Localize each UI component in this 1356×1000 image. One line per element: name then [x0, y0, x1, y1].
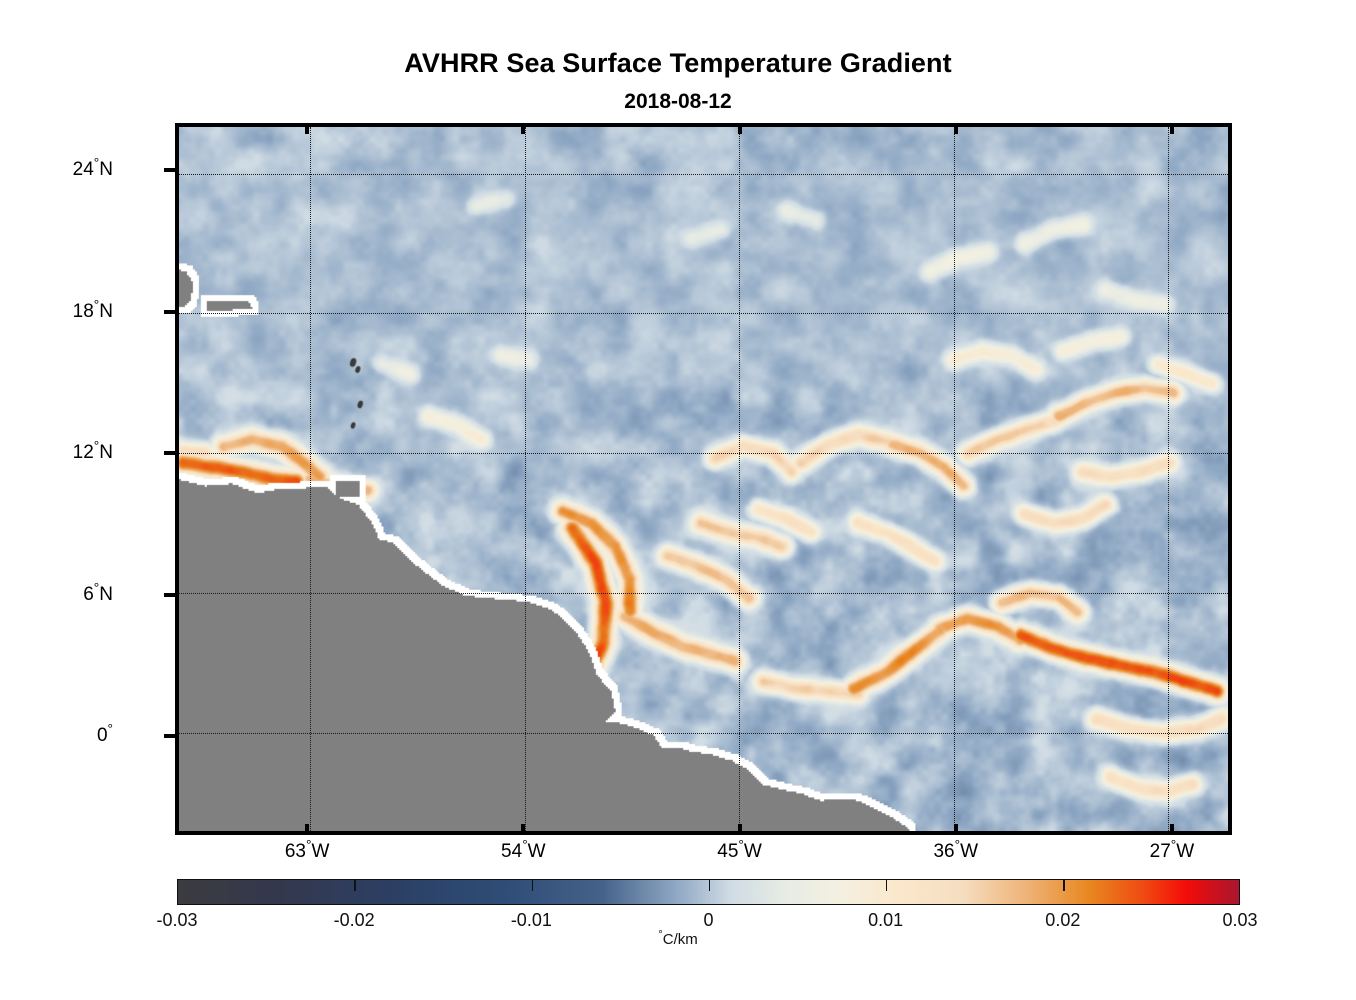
colorbar-tick-2	[531, 880, 534, 891]
degree-symbol: °	[522, 837, 528, 853]
colorbar-tick-4	[885, 880, 888, 891]
xtick-value: 63	[284, 841, 306, 862]
xtick-mark-top-63	[305, 123, 310, 134]
xtick-mark-bot-27	[1169, 824, 1174, 835]
xtick-value: 27	[1149, 841, 1171, 862]
degree-symbol: °	[954, 837, 961, 853]
ytick-value: 6	[83, 583, 94, 605]
degree-symbol: °	[93, 155, 100, 171]
hemisphere: W	[1176, 841, 1195, 862]
hemisphere: N	[99, 159, 113, 181]
xtick-label-4: 27°W	[1149, 837, 1195, 863]
sst-gradient-heatmap[interactable]	[179, 127, 1228, 831]
hemisphere: N	[99, 442, 113, 464]
ytick-label-1: 18°N	[72, 298, 113, 323]
colorbar[interactable]	[177, 879, 1240, 905]
ytick-value: 0	[96, 724, 108, 746]
colorbar-label-0: -0.03	[156, 910, 198, 930]
xtick-value: 45	[717, 841, 739, 862]
xtick-label-1: 54°W	[501, 837, 546, 863]
degree-symbol: °	[1170, 837, 1177, 853]
ytick-label-4: 0°	[96, 721, 113, 747]
hemisphere: N	[99, 300, 113, 322]
ytick-mark-6	[164, 592, 175, 597]
xtick-mark-bot-36	[953, 824, 958, 835]
unit-rest: C/km	[662, 931, 698, 948]
xtick-label-0: 63°W	[284, 837, 330, 863]
colorbar-label-2: -0.01	[510, 910, 552, 930]
hemisphere: W	[960, 841, 979, 862]
degree-symbol: °	[93, 438, 100, 454]
colorbar-label-3: 0	[703, 910, 714, 930]
map-axes[interactable]	[175, 123, 1232, 835]
colorbar-label-6: 0.03	[1222, 910, 1258, 930]
ytick-mark-18	[164, 309, 175, 314]
ytick-value: 18	[72, 300, 94, 322]
colorbar-label-5: 0.02	[1045, 910, 1081, 930]
xtick-label-2: 45°W	[717, 837, 762, 863]
degree-symbol: °	[93, 297, 100, 313]
colorbar-label-1: -0.02	[333, 910, 375, 930]
ytick-mark-0	[164, 733, 175, 738]
degree-symbol: °	[93, 580, 100, 596]
figure-title: AVHRR Sea Surface Temperature Gradient	[404, 48, 952, 78]
hemisphere: N	[99, 583, 113, 605]
xtick-mark-bot-63	[305, 824, 310, 835]
ytick-mark-24	[164, 168, 175, 173]
hemisphere: W	[311, 841, 330, 862]
xtick-value: 54	[501, 841, 523, 862]
ytick-value: 12	[72, 442, 94, 464]
colorbar-tick-3	[708, 880, 711, 891]
ytick-value: 24	[72, 159, 94, 181]
colorbar-unit-label: °C/km	[0, 929, 1356, 948]
xtick-mark-top-36	[953, 123, 958, 134]
ytick-mark-12	[164, 451, 175, 456]
xtick-mark-bot-45	[737, 824, 742, 835]
ytick-label-3: 6°N	[83, 581, 113, 606]
ytick-label-0: 24°N	[72, 155, 113, 181]
figure-subtitle: 2018-08-12	[624, 90, 732, 113]
degree-symbol: °	[107, 721, 113, 737]
colorbar-tick-5	[1063, 880, 1065, 891]
xtick-mark-top-54	[521, 123, 526, 134]
colorbar-tick-1	[354, 880, 356, 891]
hemisphere: W	[743, 841, 762, 862]
xtick-mark-top-45	[737, 123, 742, 134]
xtick-mark-top-27	[1169, 123, 1174, 134]
xtick-mark-bot-54	[521, 824, 526, 835]
xtick-value: 36	[933, 841, 955, 862]
colorbar-label-4: 0.01	[868, 910, 904, 930]
ytick-label-2: 12°N	[72, 438, 113, 464]
hemisphere: W	[527, 841, 546, 862]
degree-symbol: °	[738, 837, 744, 853]
xtick-label-3: 36°W	[933, 837, 979, 863]
degree-symbol: °	[658, 929, 663, 941]
degree-symbol: °	[305, 837, 312, 853]
